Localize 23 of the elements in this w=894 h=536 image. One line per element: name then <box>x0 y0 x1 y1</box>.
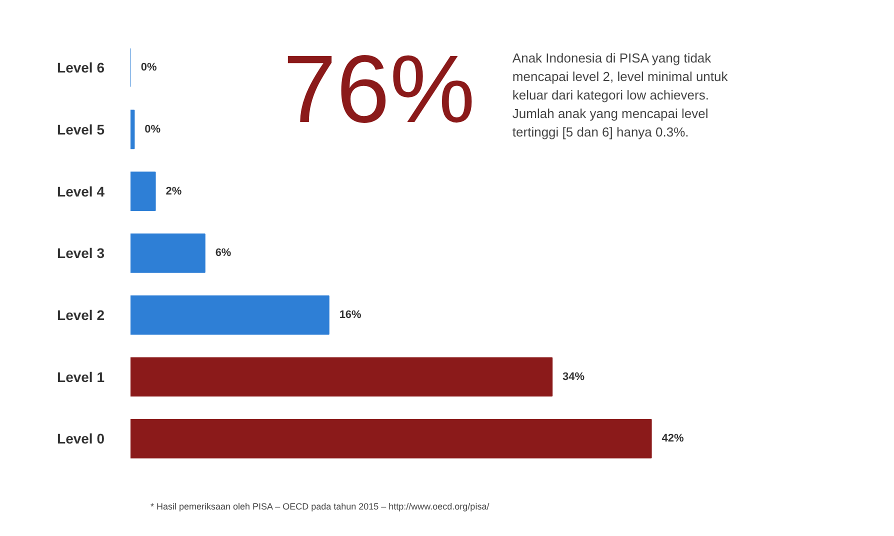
y-tick-label: Level 5 <box>57 121 105 138</box>
y-tick-label: Level 0 <box>57 430 105 447</box>
y-tick-label: Level 6 <box>57 60 105 76</box>
y-tick-label: Level 4 <box>57 183 105 200</box>
data-label: 2% <box>166 185 182 198</box>
data-label: 42% <box>662 432 684 445</box>
data-label: 34% <box>562 370 585 383</box>
text: * Hasil pemeriksaan oleh PISA – OECD pada tahun 2015 – http://www.oecd.org/pisa/ <box>150 502 490 512</box>
annotation: Anak Indonesia di PISA yang tidak mencapai level 2, level minimal untuk keluar dari kategori low achievers. Jumlah anak yang mencapai level tertinggi [5 dan 6] hanya 0.3%. <box>512 50 728 140</box>
data-label: 0% <box>140 62 158 74</box>
bar <box>130 233 206 273</box>
bar <box>130 172 156 211</box>
bar <box>130 295 330 335</box>
y-tick-label: Level 1 <box>57 368 105 385</box>
bar <box>130 110 135 150</box>
bar <box>130 357 553 397</box>
annotation: 76% <box>283 36 476 143</box>
y-tick-label: Level 3 <box>57 245 105 262</box>
data-label: 16% <box>339 309 362 322</box>
bar <box>130 419 652 458</box>
data-label: 6% <box>215 247 232 260</box>
data-label: 0% <box>144 123 161 136</box>
y-tick-label: Level 2 <box>57 307 105 324</box>
